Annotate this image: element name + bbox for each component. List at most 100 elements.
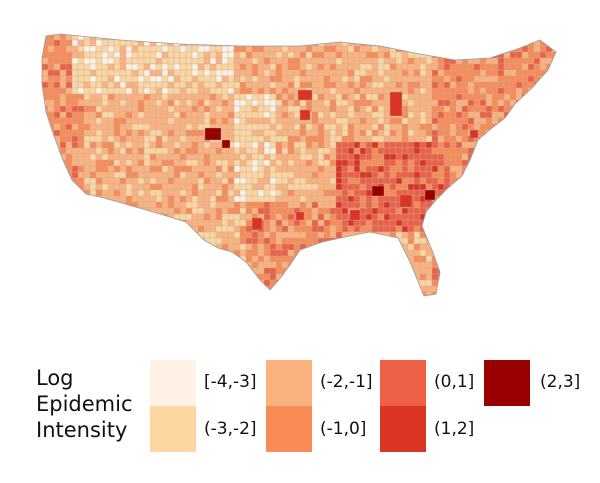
county-cell (443, 105, 451, 113)
county-cell (485, 267, 493, 275)
county-cell (377, 249, 385, 257)
county-cell (275, 213, 283, 221)
county-cell (527, 285, 535, 293)
county-cell (131, 219, 139, 233)
county-cell (329, 129, 337, 137)
county-cell (317, 34, 331, 35)
legend-swatch-bin-3 (266, 360, 312, 406)
county-cell (317, 279, 325, 287)
county-cell (59, 45, 67, 53)
county-cell (371, 177, 379, 185)
county-cell (179, 99, 187, 107)
county-cell (444, 298, 450, 310)
county-cell (173, 219, 181, 233)
county-cell (552, 298, 558, 310)
county-cell (335, 45, 343, 53)
county-cell (275, 177, 283, 185)
county-cell (359, 34, 367, 41)
county-cell (383, 135, 391, 143)
county-cell (239, 159, 247, 167)
county-cell (377, 291, 385, 296)
county-cell (209, 213, 217, 221)
county-cell (131, 189, 139, 197)
county-cell (455, 39, 463, 53)
county-cell (527, 207, 535, 215)
county-cell (191, 285, 199, 293)
county-cell (545, 291, 553, 296)
county-cell (455, 189, 463, 197)
county-cell (341, 225, 349, 233)
county-cell (239, 267, 253, 281)
county-cell (467, 279, 481, 293)
county-cell (42, 153, 43, 167)
county-cell (485, 34, 493, 47)
county-cell (533, 273, 541, 281)
county-cell (42, 171, 49, 179)
county-cell (53, 225, 61, 233)
county-cell (167, 243, 175, 257)
county-cell (173, 75, 181, 83)
county-cell (215, 291, 223, 296)
county-cell (119, 279, 127, 287)
county-cell (335, 123, 343, 131)
county-cell (545, 177, 553, 185)
county-cell (215, 285, 229, 293)
county-cell (533, 183, 541, 191)
county-cell (377, 279, 391, 287)
county-cell (473, 285, 481, 293)
county-cell (491, 34, 499, 41)
county-cell (431, 117, 439, 125)
county-cell (521, 213, 535, 227)
county-cell (335, 279, 343, 287)
county-cell (419, 273, 427, 281)
county-cell (353, 291, 367, 296)
county-cell (197, 225, 205, 233)
county-cell (497, 57, 505, 65)
county-cell (437, 34, 445, 41)
county-cell (185, 81, 193, 89)
county-cell (59, 243, 73, 251)
county-cell (227, 213, 235, 221)
county-cell (558, 220, 564, 226)
county-cell (539, 213, 547, 221)
county-cell (221, 34, 229, 35)
county-cell (558, 184, 564, 190)
county-cell (425, 261, 433, 269)
county-cell (65, 135, 73, 143)
county-cell (551, 243, 556, 251)
county-cell (83, 183, 91, 191)
county-cell (263, 171, 271, 179)
county-cell (377, 123, 385, 131)
county-cell (323, 207, 331, 215)
county-cell (545, 225, 553, 233)
county-cell (251, 285, 265, 293)
county-cell (167, 279, 175, 287)
county-cell (401, 237, 409, 245)
county-cell (311, 81, 319, 89)
county-cell (389, 273, 403, 281)
county-cell (558, 190, 570, 196)
county-cell (203, 285, 211, 293)
county-cell (503, 129, 511, 137)
county-cell (419, 75, 427, 83)
county-cell (401, 34, 409, 35)
county-cell (545, 231, 553, 239)
county-cell (299, 159, 307, 167)
county-cell (558, 148, 564, 160)
county-cell (485, 81, 493, 89)
county-cell (263, 99, 271, 107)
county-cell (263, 34, 277, 47)
county-cell (101, 34, 109, 35)
county-cell (65, 51, 73, 59)
county-cell (149, 261, 157, 275)
county-cell (473, 249, 487, 257)
county-cell (449, 129, 457, 137)
county-cell (437, 243, 445, 251)
county-cell (167, 273, 181, 281)
county-cell (161, 153, 169, 161)
county-cell (53, 201, 61, 209)
county-cell (515, 219, 523, 227)
county-cell (479, 81, 487, 89)
county-cell (485, 243, 493, 251)
county-cell (527, 153, 535, 161)
